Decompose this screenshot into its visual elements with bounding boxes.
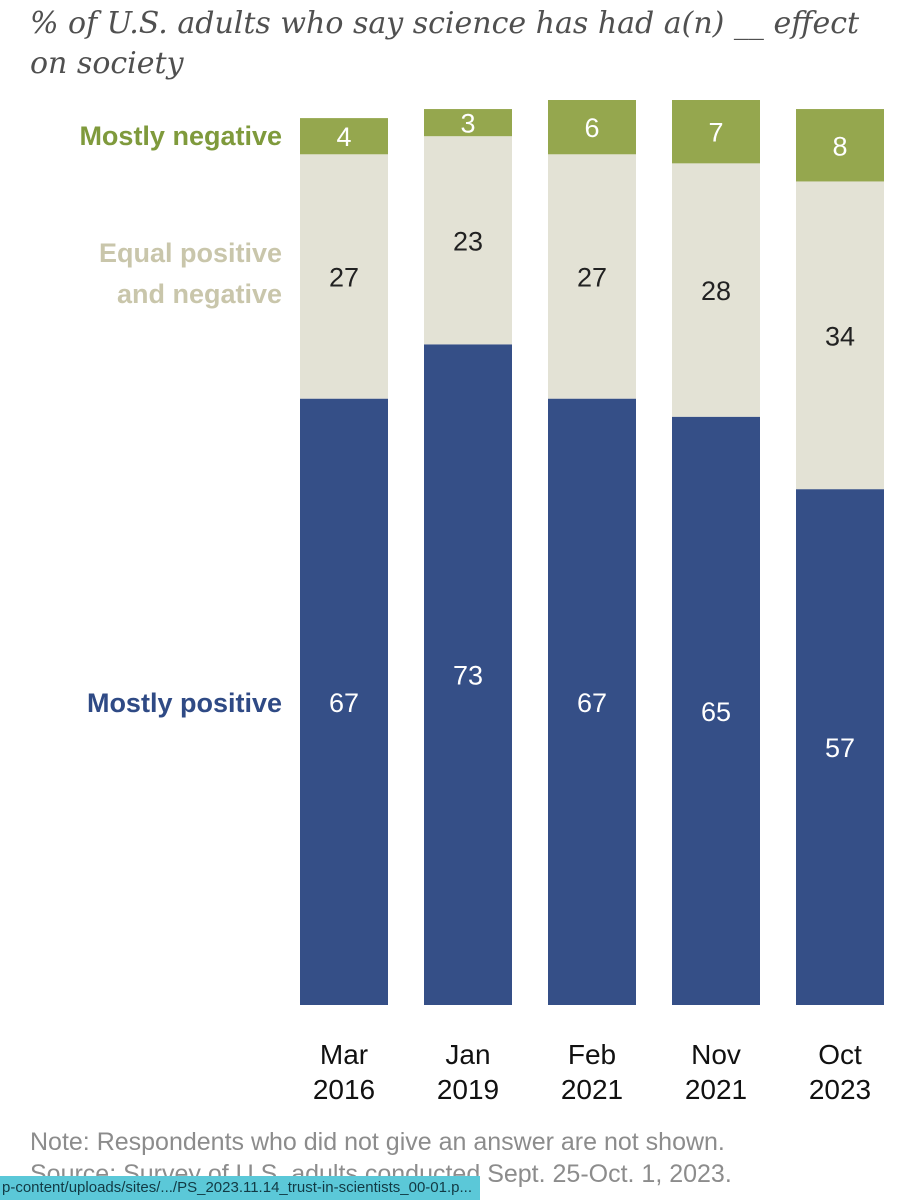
data-label-equal-2: 27: [577, 262, 607, 292]
data-label-positive-2: 67: [577, 688, 607, 718]
legend-label-positive-0: Mostly positive: [87, 688, 282, 718]
stacked-bar-chart: Mostly positive Equal positive and negativ…: [79, 100, 884, 1105]
legend-label-equal-0: Equal positive: [99, 238, 282, 268]
bar-equal-3: [672, 163, 760, 417]
data-label-equal-0: 27: [329, 262, 359, 292]
x-tick-label-month-1: Jan: [445, 1039, 490, 1070]
bar-positive-0: [300, 398, 388, 1005]
legend-label-negative-0: Mostly negative: [79, 121, 282, 151]
data-label-equal-4: 34: [825, 321, 855, 351]
bar-equal-0: [300, 154, 388, 399]
x-tick-label-year-1: 2019: [437, 1074, 499, 1105]
x-tick-label-year-4: 2023: [809, 1074, 871, 1105]
bar-positive-3: [672, 416, 760, 1005]
x-tick-label-month-3: Nov: [691, 1039, 741, 1070]
data-label-negative-2: 6: [584, 113, 599, 143]
bar-negative-0: [300, 118, 388, 155]
bar-equal-1: [424, 136, 512, 345]
x-tick-label-month-4: Oct: [818, 1039, 862, 1070]
data-label-equal-3: 28: [701, 276, 731, 306]
bar-positive-4: [796, 489, 884, 1005]
data-label-negative-4: 8: [832, 131, 847, 161]
chart-note: Note: Respondents who did not give an an…: [30, 1128, 725, 1156]
x-tick-label-year-0: 2016: [313, 1074, 375, 1105]
data-label-positive-4: 57: [825, 733, 855, 763]
browser-status-bar: p-content/uploads/sites/.../PS_2023.11.1…: [0, 1176, 480, 1200]
chart-subtitle: % of U.S. adults who say science has had…: [30, 6, 860, 81]
x-tick-label-month-0: Mar: [320, 1039, 368, 1070]
bar-positive-2: [548, 398, 636, 1005]
data-label-negative-1: 3: [460, 109, 475, 139]
data-label-negative-0: 4: [336, 122, 351, 152]
data-label-negative-3: 7: [708, 118, 723, 148]
x-tick-label-month-2: Feb: [568, 1039, 616, 1070]
legend-label-equal-1: and negative: [117, 279, 282, 309]
data-label-equal-1: 23: [453, 226, 483, 256]
data-label-positive-0: 67: [329, 688, 359, 718]
data-label-positive-1: 73: [453, 661, 483, 691]
bar-negative-1: [424, 109, 512, 137]
x-tick-label-year-3: 2021: [685, 1074, 747, 1105]
status-bar-url: p-content/uploads/sites/.../PS_2023.11.1…: [2, 1179, 472, 1196]
x-tick-label-year-2: 2021: [561, 1074, 623, 1105]
bar-equal-2: [548, 154, 636, 399]
bar-negative-4: [796, 109, 884, 182]
data-label-positive-3: 65: [701, 697, 731, 727]
bar-negative-2: [548, 100, 636, 155]
bar-positive-1: [424, 344, 512, 1006]
bar-equal-4: [796, 181, 884, 490]
bar-negative-3: [672, 100, 760, 164]
